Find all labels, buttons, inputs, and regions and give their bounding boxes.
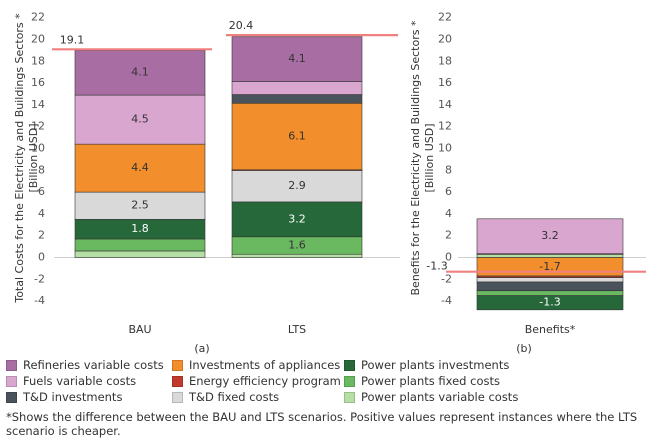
- y-axis-label: [Billion USD]: [423, 123, 436, 192]
- legend-swatch: [6, 391, 17, 403]
- legend-swatch: [6, 375, 17, 387]
- x-tick-label: BAU: [128, 323, 151, 336]
- y-tick-label: 2: [38, 229, 45, 242]
- data-label: 4.1: [288, 52, 306, 65]
- legend-label: T&D investments: [23, 390, 123, 404]
- y-tick-label: 4: [38, 207, 45, 220]
- y-tick-label: 12: [438, 120, 452, 133]
- legend-label: Power plants fixed costs: [361, 374, 500, 388]
- bar-segment: [231, 36, 363, 82]
- y-tick-label: 18: [438, 54, 452, 67]
- bar-segment: [74, 250, 206, 258]
- y-tick-label: 18: [31, 54, 45, 67]
- bar-segment: [231, 102, 363, 171]
- legend-swatch: [344, 359, 355, 371]
- legend-item: Energy efficiency program: [172, 374, 341, 388]
- y-tick-label: 12: [31, 120, 45, 133]
- legend-swatch: [6, 359, 17, 371]
- y-tick-label: 14: [438, 98, 452, 111]
- footnote: *Shows the difference between the BAU an…: [6, 410, 638, 438]
- data-label: 3.2: [541, 229, 559, 242]
- legend-swatch: [172, 391, 183, 403]
- y-tick-label: 20: [31, 33, 45, 46]
- bar-segment: [476, 277, 624, 283]
- y-tick-label: 14: [31, 98, 45, 111]
- legend-item: T&D investments: [6, 390, 122, 404]
- y-tick-label: 16: [31, 76, 45, 89]
- legend-label: Energy efficiency program: [189, 374, 341, 388]
- x-tick-label: Benefits*: [525, 323, 576, 336]
- y-tick-label: -2: [441, 272, 452, 285]
- legend-swatch: [172, 359, 183, 371]
- y-tick-label: 16: [438, 76, 452, 89]
- data-label: 3.2: [288, 212, 306, 225]
- bar-segment: [74, 94, 206, 145]
- legend-label: Power plants variable costs: [361, 390, 519, 404]
- bar-segment: [74, 143, 206, 193]
- data-label: 4.1: [131, 66, 149, 79]
- bar-segment: [74, 191, 206, 220]
- panel-label: (a): [194, 342, 209, 355]
- y-tick-label: 10: [438, 142, 452, 155]
- legend-swatch: [344, 391, 355, 403]
- data-label: 1.6: [288, 239, 306, 252]
- legend-item: Power plants fixed costs: [344, 374, 500, 388]
- data-label: 6.1: [288, 130, 306, 143]
- y-tick-label: 4: [445, 207, 452, 220]
- y-tick-label: 8: [445, 163, 452, 176]
- legend-item: T&D fixed costs: [172, 390, 279, 404]
- y-tick-label: 22: [438, 11, 452, 24]
- y-tick-label: 0: [38, 251, 45, 264]
- data-label: 4.4: [131, 161, 149, 174]
- legend-item: Power plants variable costs: [344, 390, 518, 404]
- data-label: 2.5: [131, 199, 149, 212]
- y-axis-label: Total Costs for the Electricity and Buil…: [13, 13, 26, 304]
- y-tick-label: 2: [445, 229, 452, 242]
- y-tick-label: -4: [441, 294, 452, 307]
- y-axis-label: Benefits for the Electricity and Buildin…: [409, 20, 422, 295]
- legend-item: Refineries variable costs: [6, 358, 164, 372]
- legend-label: Power plants investments: [361, 358, 510, 372]
- data-label: 2.9: [288, 179, 306, 192]
- legend-swatch: [172, 375, 183, 387]
- y-tick-label: 6: [38, 185, 45, 198]
- legend-label: Refineries variable costs: [23, 358, 164, 372]
- bar-segment: [231, 94, 363, 104]
- bar-segment: [476, 218, 624, 254]
- panel-label: (b): [516, 342, 532, 355]
- legend-swatch: [344, 375, 355, 387]
- total-label: -1.3: [426, 260, 447, 273]
- legend-label: Investments of appliances: [189, 358, 341, 372]
- bar-segment: [476, 295, 624, 311]
- y-tick-label: 6: [445, 185, 452, 198]
- data-label: -1.3: [539, 296, 560, 309]
- bar-segment: [231, 201, 363, 238]
- total-label: 20.4: [229, 19, 254, 32]
- y-tick-label: 20: [438, 33, 452, 46]
- y-tick-label: 10: [31, 142, 45, 155]
- bar-segment: [231, 253, 363, 258]
- x-tick-label: LTS: [288, 323, 306, 336]
- bar-segment: [231, 81, 363, 95]
- total-label: 19.1: [60, 33, 85, 46]
- legend-item: Power plants investments: [344, 358, 509, 372]
- legend-label: Fuels variable costs: [23, 374, 137, 388]
- y-tick-label: 22: [31, 11, 45, 24]
- bar-segment: [476, 281, 624, 292]
- y-tick-label: 8: [38, 163, 45, 176]
- y-tick-label: -2: [34, 272, 45, 285]
- legend-label: T&D fixed costs: [189, 390, 280, 404]
- y-axis-label: [Billion USD]: [27, 123, 40, 192]
- legend-item: Investments of appliances: [172, 358, 340, 372]
- y-tick-label: -4: [34, 294, 45, 307]
- data-label: 1.8: [131, 222, 149, 235]
- bar-segment: [74, 238, 206, 252]
- y-tick-label: 0: [445, 251, 452, 264]
- data-label: 4.5: [131, 113, 149, 126]
- data-label: -1.7: [539, 260, 560, 273]
- legend-item: Fuels variable costs: [6, 374, 136, 388]
- bar-segment: [74, 50, 206, 96]
